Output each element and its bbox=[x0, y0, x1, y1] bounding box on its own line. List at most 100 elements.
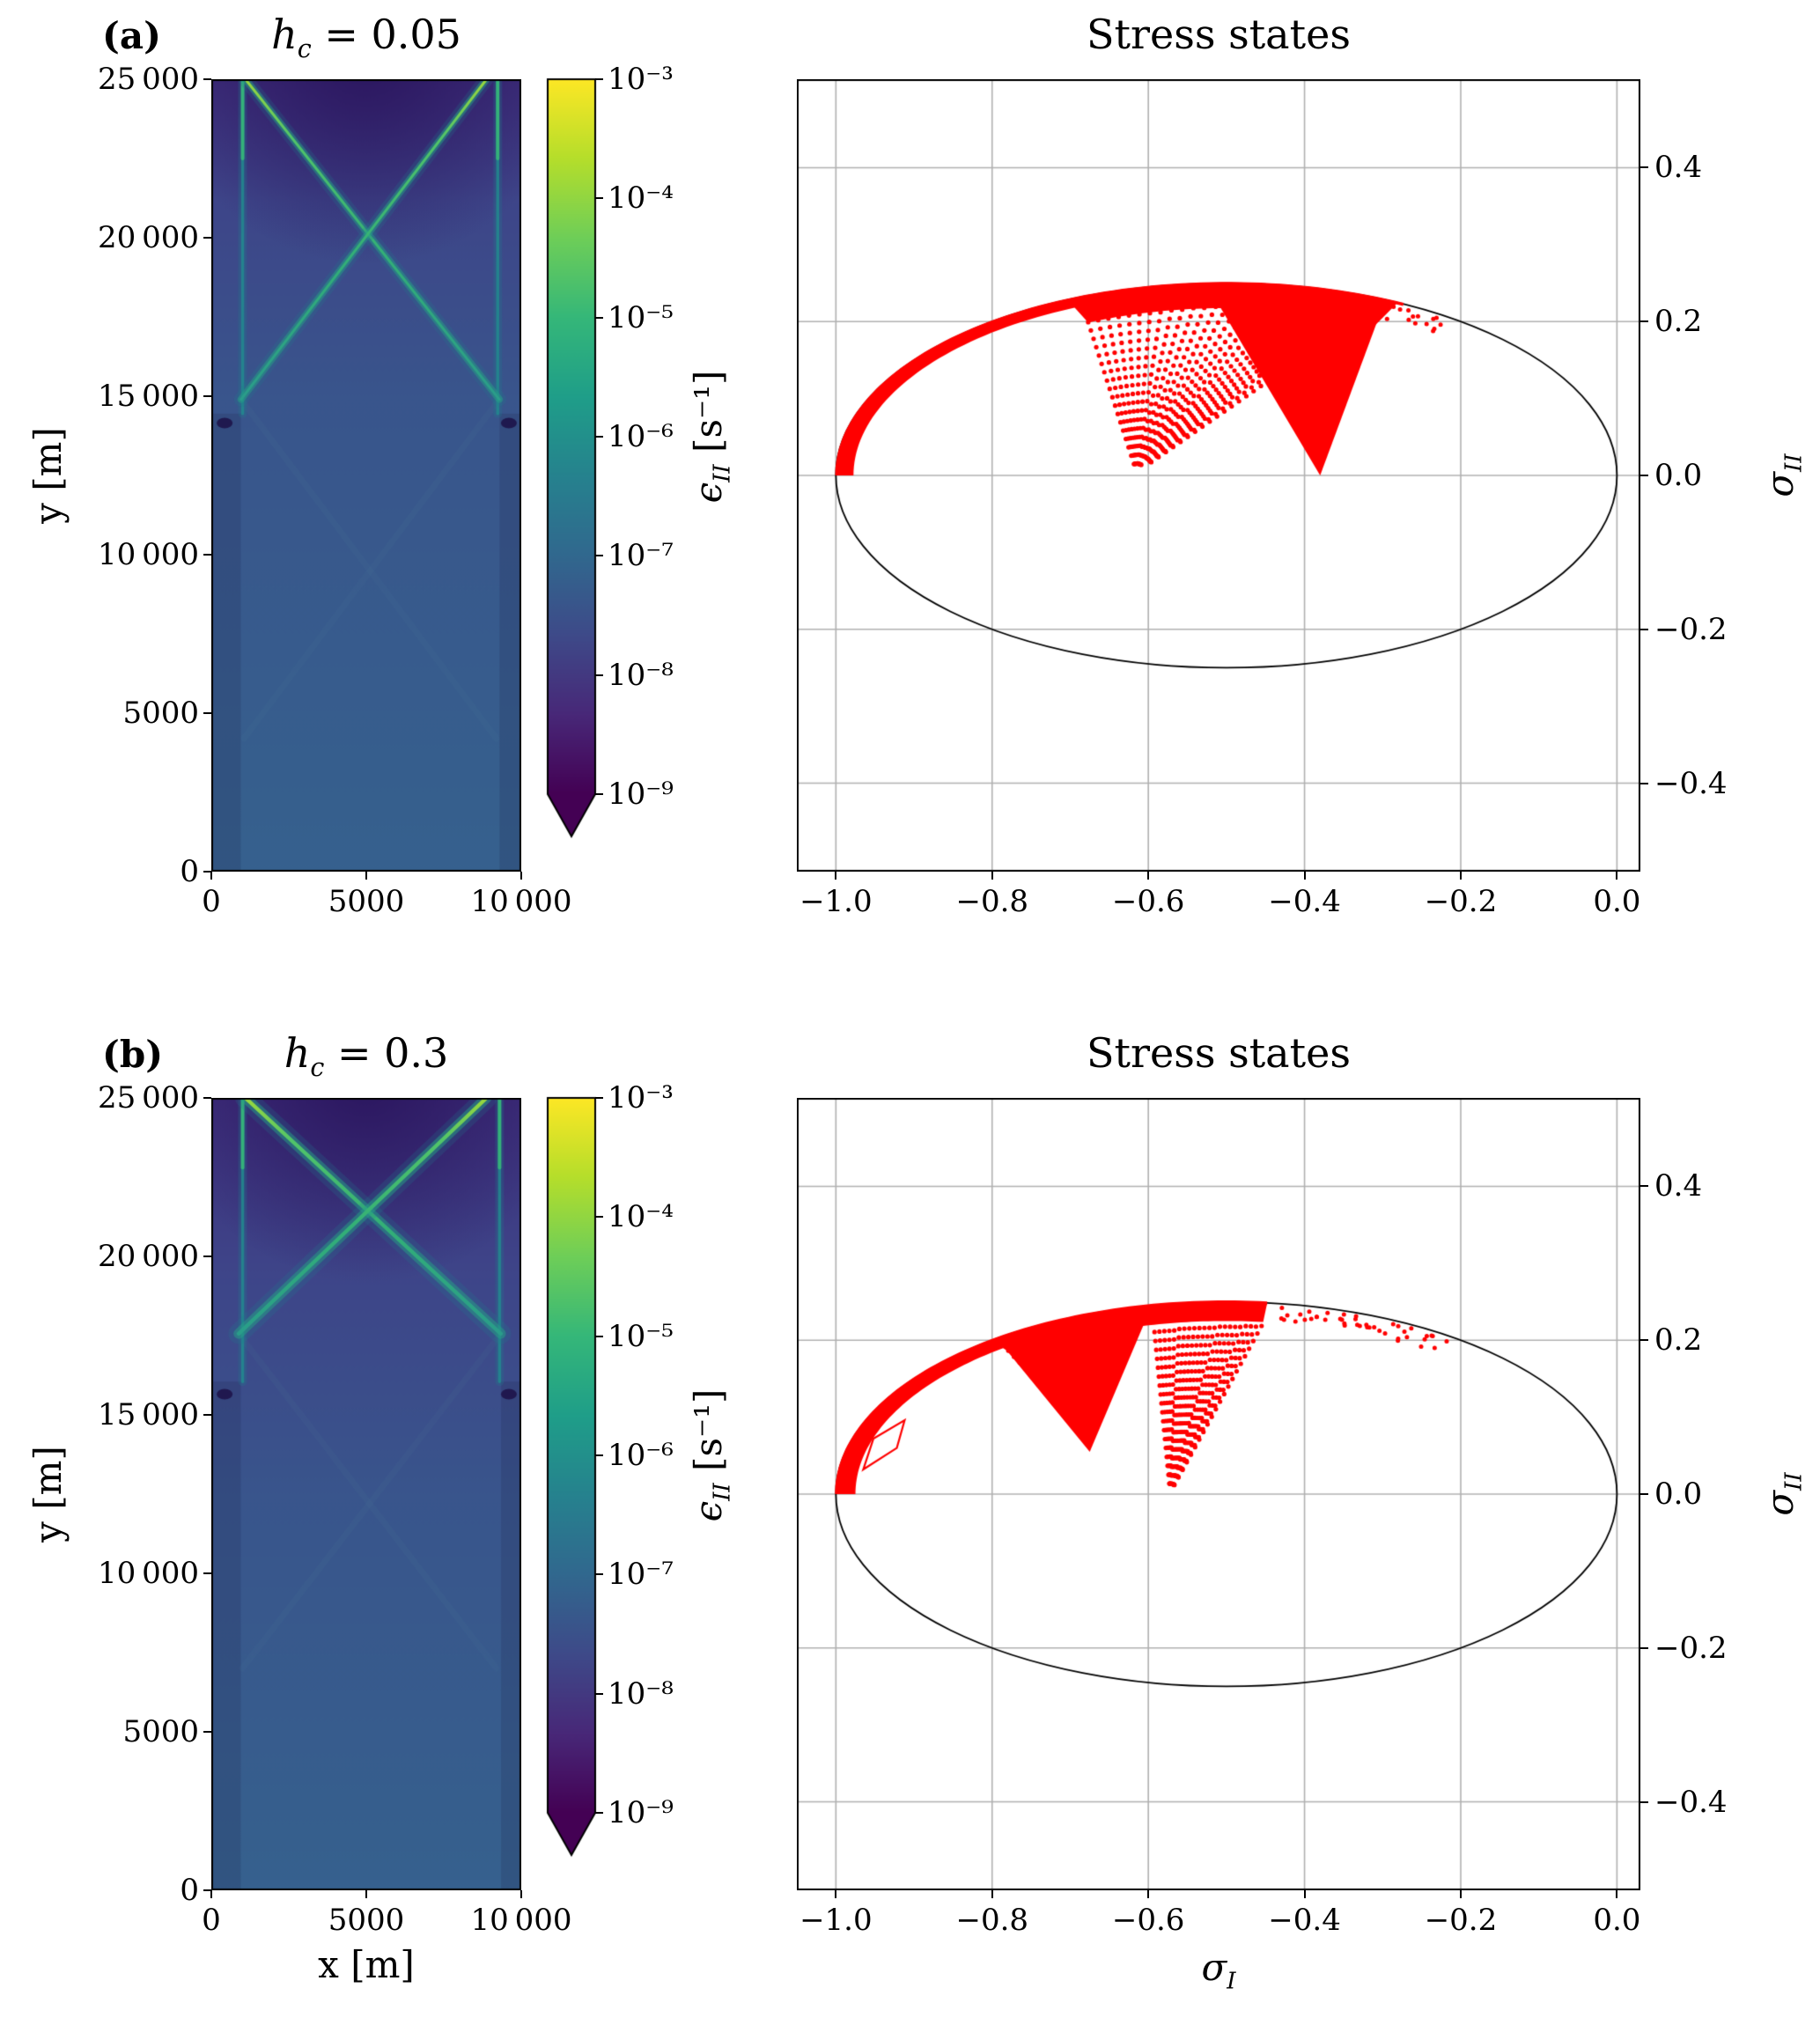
heatmap-x-tick bbox=[520, 1890, 522, 1898]
stress-y-tick bbox=[1640, 1646, 1648, 1649]
stress-states-plot bbox=[797, 79, 1640, 872]
stress-x-tick bbox=[991, 1890, 993, 1898]
panel-b: (b) hc = 0.3 y [m] ϵII [s⁻¹] x [m] Stres… bbox=[0, 1019, 1820, 2025]
stress-y-tick-label: 0.4 bbox=[1654, 1168, 1703, 1204]
stress-x-tick-label: 0.0 bbox=[1593, 884, 1641, 919]
stress-x-tick-label: −0.8 bbox=[955, 1903, 1029, 1938]
stress-x-tick-label: −1.0 bbox=[799, 1903, 873, 1938]
stress-xlabel: σI bbox=[1087, 1946, 1351, 1994]
colorbar-label-subscript: II bbox=[709, 1483, 736, 1501]
colorbar-label-symbol: ϵ bbox=[687, 482, 730, 504]
stress-y-tick-label: −0.2 bbox=[1654, 1630, 1728, 1666]
panel-a: (a) hc = 0.05 y [m] ϵII [s⁻¹] Stress sta… bbox=[0, 0, 1820, 1012]
stress-y-tick bbox=[1640, 782, 1648, 784]
stress-y-tick-label: 0.0 bbox=[1654, 1476, 1703, 1512]
colorbar bbox=[546, 77, 597, 842]
title-variable: h bbox=[271, 11, 298, 58]
colorbar-tick bbox=[595, 1573, 603, 1576]
colorbar-tick bbox=[595, 1216, 603, 1219]
colorbar bbox=[546, 1096, 597, 1860]
stress-y-tick bbox=[1640, 1339, 1648, 1342]
colorbar-tick-label: 10⁻⁴ bbox=[608, 1199, 674, 1235]
heatmap-x-tick-label: 10 000 bbox=[470, 1903, 572, 1938]
heatmap-y-tick bbox=[203, 78, 211, 80]
heatmap-y-tick-label: 25 000 bbox=[98, 1080, 199, 1116]
stress-states-plot bbox=[797, 1098, 1640, 1890]
colorbar-tick-label: 10⁻⁹ bbox=[608, 777, 674, 812]
colorbar-tick bbox=[595, 555, 603, 557]
stress-x-tick-label: −0.8 bbox=[955, 884, 1029, 919]
stress-y-tick-label: −0.4 bbox=[1654, 1784, 1728, 1820]
strain-rate-heatmap bbox=[211, 79, 521, 872]
stress-y-tick bbox=[1640, 1185, 1648, 1188]
heatmap-y-tick-label: 0 bbox=[180, 854, 199, 889]
heatmap-y-tick bbox=[203, 712, 211, 714]
stress-plot-title: Stress states bbox=[1087, 11, 1351, 58]
heatmap-y-tick-label: 15 000 bbox=[98, 1397, 199, 1432]
stress-x-tick-label: −0.4 bbox=[1268, 884, 1341, 919]
stress-y-tick bbox=[1640, 1493, 1648, 1495]
panel-label: (b) bbox=[102, 1033, 164, 1076]
heatmap-x-tick-label: 0 bbox=[202, 1903, 221, 1938]
heatmap-ylabel: y [m] bbox=[26, 1446, 70, 1543]
heatmap-x-tick-label: 5000 bbox=[328, 1903, 405, 1938]
heatmap-title: hc = 0.3 bbox=[211, 1029, 521, 1082]
colorbar-tick bbox=[595, 1454, 603, 1456]
heatmap-y-tick bbox=[203, 1414, 211, 1416]
heatmap-x-tick-label: 10 000 bbox=[470, 884, 572, 919]
heatmap-xlabel: x [m] bbox=[318, 1943, 415, 1986]
title-value: = 0.3 bbox=[324, 1029, 449, 1077]
colorbar-tick bbox=[595, 1097, 603, 1099]
colorbar-tick-label: 10⁻⁷ bbox=[608, 1557, 674, 1593]
stress-y-tick bbox=[1640, 166, 1648, 169]
title-subscript: c bbox=[297, 34, 312, 64]
stress-x-tick bbox=[1459, 1890, 1462, 1898]
heatmap-y-tick-label: 5000 bbox=[122, 696, 199, 731]
heatmap-y-tick-label: 10 000 bbox=[98, 1556, 199, 1591]
colorbar-tick-label: 10⁻⁶ bbox=[608, 1438, 674, 1473]
colorbar-tick bbox=[595, 1812, 603, 1814]
stress-x-tick-label: −1.0 bbox=[799, 884, 873, 919]
stress-x-tick bbox=[1303, 872, 1306, 880]
colorbar-tick-label: 10⁻⁸ bbox=[608, 657, 674, 693]
stress-y-tick-label: −0.4 bbox=[1654, 765, 1728, 801]
stress-x-tick-label: −0.2 bbox=[1424, 884, 1498, 919]
colorbar-tick-label: 10⁻⁶ bbox=[608, 419, 674, 454]
heatmap-y-tick bbox=[203, 1731, 211, 1733]
colorbar-tick-label: 10⁻⁷ bbox=[608, 538, 674, 574]
stress-x-tick bbox=[1147, 872, 1150, 880]
stress-x-tick bbox=[835, 872, 837, 880]
heatmap-y-tick bbox=[203, 871, 211, 873]
colorbar-tick-label: 10⁻³ bbox=[608, 1080, 674, 1116]
colorbar-tick-label: 10⁻⁴ bbox=[608, 180, 674, 217]
heatmap-y-tick-label: 20 000 bbox=[98, 220, 199, 255]
heatmap-y-tick bbox=[203, 554, 211, 556]
heatmap-y-tick-label: 20 000 bbox=[98, 1239, 199, 1274]
colorbar-label-symbol: ϵ bbox=[687, 1500, 730, 1522]
title-variable: h bbox=[284, 1029, 311, 1077]
stress-y-tick bbox=[1640, 320, 1648, 323]
heatmap-y-tick bbox=[203, 1097, 211, 1099]
stress-plot-title: Stress states bbox=[1087, 1029, 1351, 1077]
stress-y-tick bbox=[1640, 628, 1648, 630]
stress-y-tick bbox=[1640, 1800, 1648, 1803]
colorbar-tick bbox=[595, 1692, 603, 1695]
stress-ylabel-subscript: II bbox=[1780, 453, 1808, 472]
stress-x-tick bbox=[1616, 872, 1618, 880]
heatmap-y-tick-label: 15 000 bbox=[98, 379, 199, 414]
colorbar-tick-label: 10⁻⁸ bbox=[608, 1675, 674, 1712]
heatmap-y-tick bbox=[203, 1572, 211, 1574]
heatmap-y-tick bbox=[203, 395, 211, 397]
stress-x-tick-label: −0.4 bbox=[1268, 1903, 1341, 1938]
colorbar-tick bbox=[595, 316, 603, 319]
stress-x-tick-label: −0.2 bbox=[1424, 1903, 1498, 1938]
stress-x-tick bbox=[835, 1890, 837, 1898]
stress-y-tick-label: 0.2 bbox=[1654, 304, 1703, 340]
stress-y-tick-label: 0.4 bbox=[1654, 150, 1703, 186]
heatmap-y-tick-label: 10 000 bbox=[98, 537, 199, 572]
title-value: = 0.05 bbox=[311, 11, 461, 58]
colorbar-tick bbox=[595, 1335, 603, 1337]
colorbar-tick bbox=[595, 793, 603, 795]
stress-x-tick bbox=[991, 872, 993, 880]
stress-x-tick bbox=[1303, 1890, 1306, 1898]
